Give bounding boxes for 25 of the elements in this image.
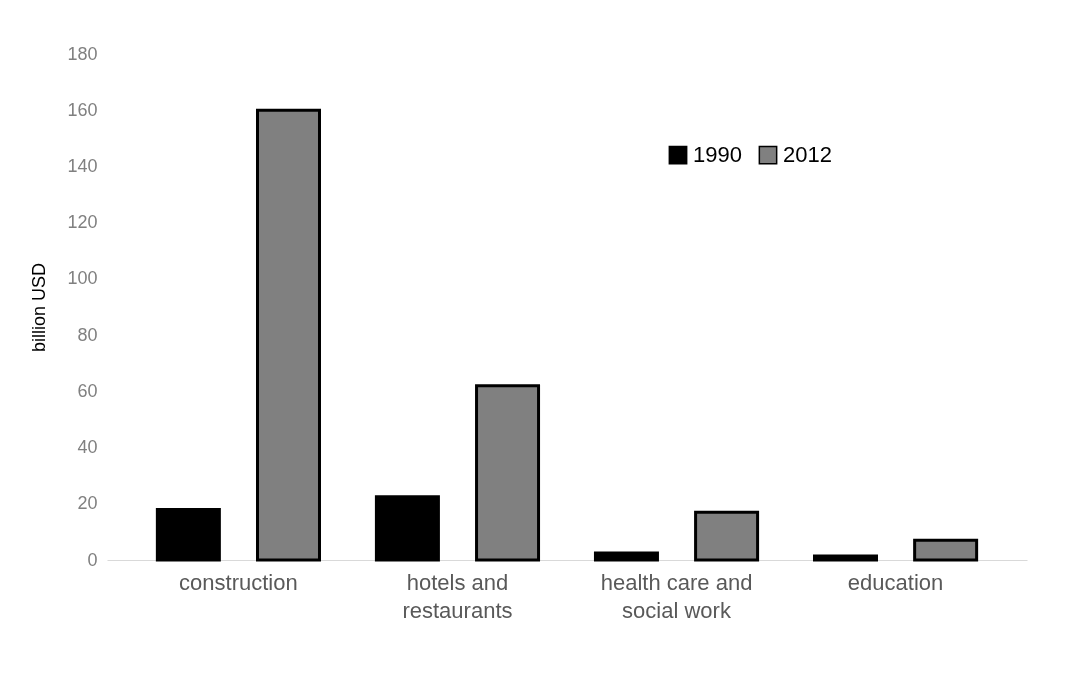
bar [374, 495, 440, 562]
y-tick-label: 60 [77, 380, 98, 401]
x-tick-label: construction [179, 569, 298, 595]
legend-label: 1990 [693, 142, 742, 168]
bar [256, 108, 321, 562]
bar [813, 554, 878, 562]
bar [475, 384, 541, 562]
x-tick-label: hotels and restaurants [402, 569, 513, 623]
y-tick-label: 40 [77, 437, 98, 458]
x-tick-label: education [847, 569, 944, 595]
y-tick-label: 20 [77, 493, 98, 514]
y-tick-label: 140 [67, 155, 98, 176]
y-tick-label: 180 [67, 43, 98, 64]
y-tick-label: 160 [67, 99, 98, 120]
y-tick-label: 0 [87, 549, 98, 570]
y-axis-title: billion USD [29, 262, 50, 353]
bar [694, 510, 760, 562]
bar [593, 551, 659, 562]
bar [913, 538, 979, 562]
y-tick-label: 100 [67, 268, 98, 289]
bar [155, 507, 221, 562]
y-tick-label: 80 [77, 324, 98, 345]
x-tick-label: health care and social work [600, 569, 753, 623]
y-tick-label: 120 [67, 212, 98, 233]
legend-label: 2012 [783, 142, 832, 168]
